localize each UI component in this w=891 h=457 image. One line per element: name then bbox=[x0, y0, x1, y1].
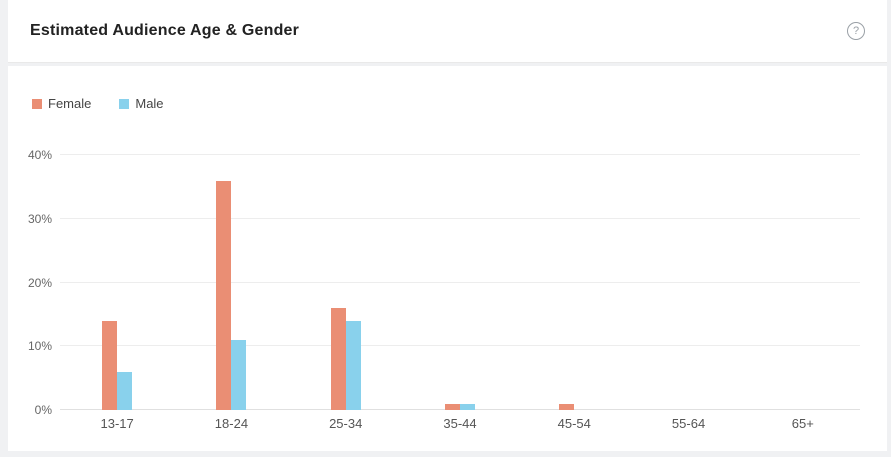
gridline-10 bbox=[60, 345, 860, 347]
bar-male-25-34[interactable] bbox=[345, 320, 361, 410]
bar-female-35-44[interactable] bbox=[444, 403, 460, 410]
bar-group-65plus bbox=[746, 155, 860, 410]
legend-label: Female bbox=[48, 96, 92, 111]
bar-female-25-34[interactable] bbox=[330, 308, 346, 410]
y-axis: 0% 10% 20% 30% 40% bbox=[8, 148, 52, 417]
gridline-30 bbox=[60, 217, 860, 219]
chart-legend: Female Male bbox=[32, 96, 164, 111]
legend-item-female[interactable]: Female bbox=[32, 96, 91, 111]
y-tick-label-30: 30% bbox=[27, 211, 52, 226]
legend-item-male[interactable]: Male bbox=[119, 96, 164, 111]
x-tick-label-35-44: 35-44 bbox=[443, 416, 477, 431]
bar-female-18-24[interactable] bbox=[216, 180, 232, 410]
x-tick-label-55-64: 55-64 bbox=[671, 416, 706, 431]
bar-female-45-54[interactable] bbox=[559, 403, 575, 410]
y-tick-label-40: 40% bbox=[27, 148, 52, 162]
bar-group-55-64 bbox=[631, 155, 745, 410]
x-tick-label-25-34: 25-34 bbox=[329, 416, 363, 431]
bar-group-18-24 bbox=[174, 155, 288, 410]
page-title: Estimated Audience Age & Gender bbox=[30, 22, 300, 39]
bar-male-35-44[interactable] bbox=[459, 403, 475, 410]
chart-area: 0% 10% 20% 30% 40% 13-17 18-24 25-34 35-44 45-54… bbox=[8, 148, 887, 445]
legend-swatch-male bbox=[119, 98, 130, 109]
x-tick-label-13-17: 13-17 bbox=[100, 416, 134, 431]
x-axis: 13-17 18-24 25-34 35-44 45-54 55-64 65+ bbox=[60, 416, 860, 431]
bar-group-35-44 bbox=[403, 155, 517, 410]
legend-label: Male bbox=[135, 96, 164, 111]
y-tick-label-0: 0% bbox=[34, 403, 52, 417]
chart-card-body: Female Male 0% 10% 20% 30% 40% 13-17 18-24 25-3… bbox=[8, 66, 887, 451]
help-icon[interactable]: ? bbox=[847, 22, 865, 40]
x-tick-label-65plus: 65+ bbox=[791, 416, 814, 431]
bar-group-45-54 bbox=[517, 155, 631, 410]
gridline-40 bbox=[60, 154, 860, 155]
x-tick-label-45-54: 45-54 bbox=[557, 416, 591, 431]
bar-male-13-17[interactable] bbox=[117, 371, 133, 410]
bar-group-13-17 bbox=[60, 155, 174, 410]
legend-swatch-female bbox=[32, 98, 42, 109]
y-tick-label-10: 10% bbox=[27, 339, 52, 354]
plot-area bbox=[60, 154, 860, 410]
chart-card-header: Estimated Audience Age & Gender ? bbox=[8, 0, 887, 63]
bar-groups bbox=[60, 155, 860, 410]
bar-female-13-17[interactable] bbox=[102, 320, 118, 410]
bar-male-18-24[interactable] bbox=[231, 339, 247, 410]
bar-group-25-34 bbox=[289, 155, 403, 410]
gridline-20 bbox=[60, 281, 860, 283]
x-tick-label-18-24: 18-24 bbox=[214, 416, 249, 431]
y-tick-label-20: 20% bbox=[27, 275, 52, 290]
